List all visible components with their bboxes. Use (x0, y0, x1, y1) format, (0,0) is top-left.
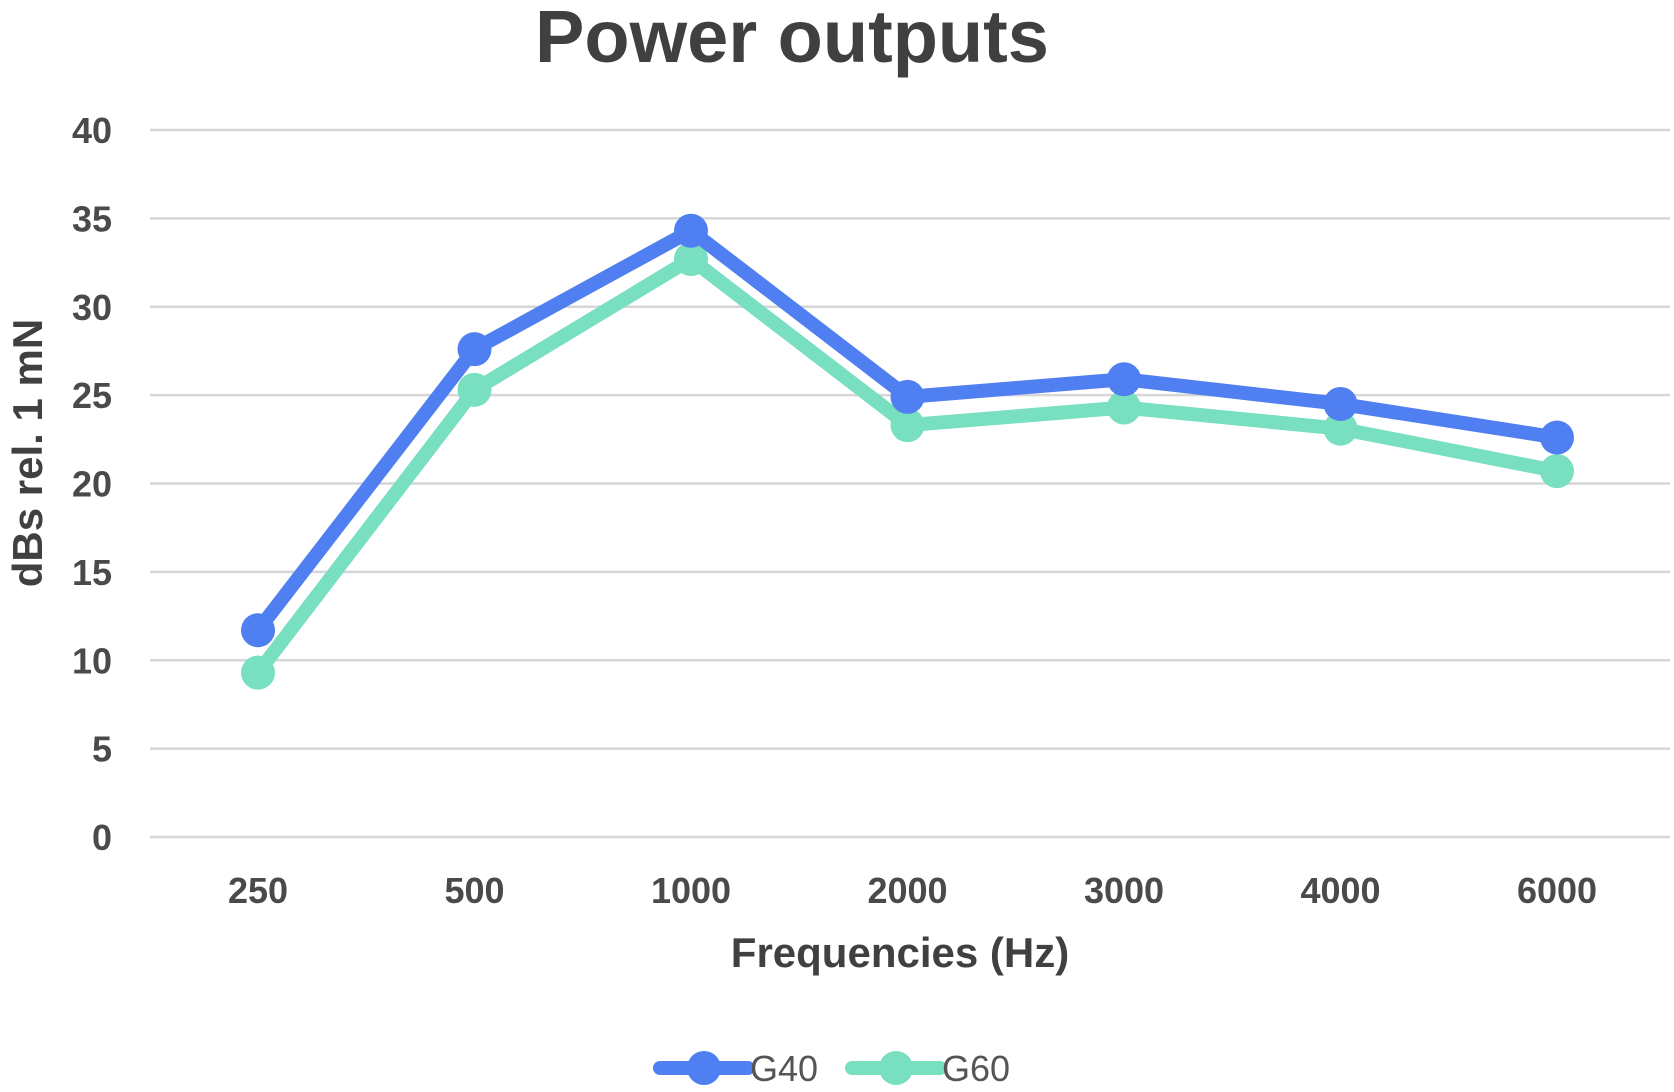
y-tick-label: 15 (72, 552, 112, 593)
y-tick-label: 0 (92, 817, 112, 858)
data-point-g40-500 (457, 332, 492, 367)
x-tick-label: 4000 (1300, 870, 1380, 911)
y-axis-title: dBs rel. 1 mN (4, 319, 51, 587)
x-axis-tick-labels: 250 500 1000 2000 3000 4000 6000 (228, 870, 1597, 911)
data-point-g60-3000 (1107, 390, 1141, 425)
y-tick-label: 25 (72, 375, 112, 416)
x-tick-label: 1000 (651, 870, 731, 911)
data-point-g60-6000 (1540, 454, 1574, 489)
series-line-g60 (251, 252, 1564, 680)
x-tick-label: 250 (228, 870, 288, 911)
legend-item-g40: G40 (653, 1048, 818, 1089)
y-tick-label: 40 (72, 110, 112, 151)
data-point-g40-6000 (1540, 420, 1574, 455)
x-tick-label: 3000 (1084, 870, 1164, 911)
y-tick-label: 10 (72, 640, 112, 681)
legend-marker-swatch (879, 1051, 913, 1085)
chart-title: Power outputs (535, 0, 1049, 78)
x-tick-label: 500 (444, 870, 504, 911)
legend: G40 G60 (653, 1048, 1010, 1089)
y-axis-tick-labels: 0 5 10 15 20 25 30 35 40 (72, 110, 112, 858)
data-point-g60-1000 (674, 242, 708, 277)
data-point-g60-250 (241, 655, 275, 690)
series-g40 (241, 213, 1574, 648)
data-point-g40-1000 (674, 213, 708, 248)
data-point-g60-500 (457, 372, 492, 407)
y-tick-label: 35 (72, 198, 112, 239)
data-point-g60-2000 (890, 408, 925, 443)
legend-item-g60: G60 (845, 1048, 1010, 1089)
x-tick-label: 6000 (1517, 870, 1597, 911)
data-point-g60-4000 (1323, 411, 1358, 446)
data-point-g40-3000 (1107, 362, 1141, 397)
y-tick-label: 20 (72, 464, 112, 505)
legend-marker-swatch (687, 1051, 721, 1085)
series-g60 (241, 242, 1574, 690)
series-layer (241, 213, 1574, 690)
data-point-g40-250 (241, 613, 275, 648)
data-point-g40-2000 (890, 379, 925, 414)
x-axis-title: Frequencies (Hz) (731, 929, 1069, 976)
legend-label: G40 (750, 1048, 818, 1089)
legend-label: G60 (942, 1048, 1010, 1089)
y-tick-label: 5 (92, 729, 112, 770)
x-tick-label: 2000 (867, 870, 947, 911)
y-tick-label: 30 (72, 287, 112, 328)
data-point-g40-4000 (1323, 386, 1358, 421)
